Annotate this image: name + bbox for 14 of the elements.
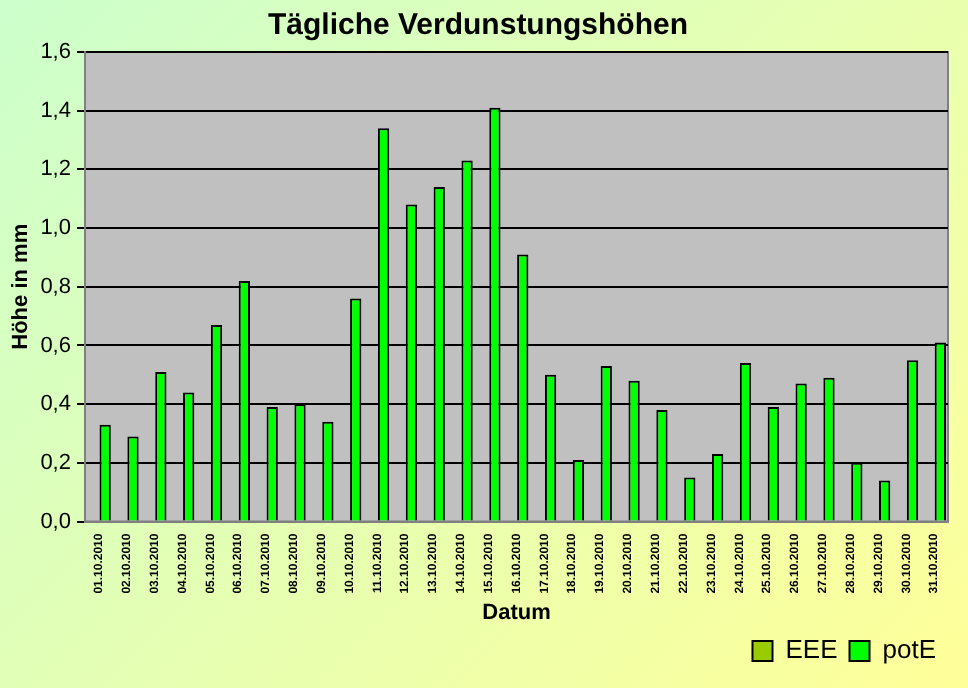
y-tick-label: 0,8: [40, 274, 71, 299]
chart-title: Tägliche Verdunstungshöhen: [267, 8, 689, 43]
y-tick-label: 1,4: [40, 98, 71, 123]
y-tick-label: 0,6: [40, 333, 71, 358]
y-tick-label: 0,2: [40, 450, 71, 475]
legend-label: potE: [882, 634, 937, 665]
y-tick-label: 1,0: [40, 216, 71, 241]
x-axis-title: Datum: [482, 600, 552, 625]
legend-label: EEE: [785, 634, 839, 665]
y-axis-title: Höhe in mm: [9, 223, 34, 350]
y-tick-label: 1,2: [40, 157, 71, 182]
y-tick-label: 1,6: [40, 40, 71, 65]
y-tick-label: 0,4: [40, 392, 71, 417]
y-tick-label: 0,0: [40, 509, 71, 534]
